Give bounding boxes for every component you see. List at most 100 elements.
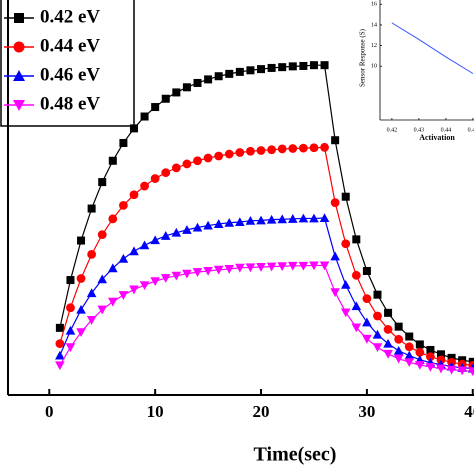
marker bbox=[203, 220, 213, 230]
marker bbox=[87, 249, 97, 259]
marker bbox=[340, 308, 351, 318]
legend-box bbox=[0, 0, 135, 127]
marker bbox=[288, 62, 297, 71]
marker bbox=[55, 323, 64, 332]
x-tick-label: 40 bbox=[464, 402, 474, 421]
marker bbox=[351, 301, 362, 311]
marker bbox=[256, 146, 266, 155]
marker bbox=[213, 219, 224, 228]
marker bbox=[309, 143, 319, 153]
marker bbox=[351, 323, 362, 333]
marker bbox=[467, 367, 474, 377]
marker bbox=[415, 340, 424, 349]
marker bbox=[150, 235, 160, 245]
marker bbox=[373, 290, 382, 299]
marker bbox=[97, 305, 108, 315]
x-axis-label: Activation bbox=[419, 133, 455, 142]
marker bbox=[97, 230, 107, 240]
marker bbox=[192, 268, 203, 277]
marker bbox=[98, 178, 107, 187]
marker bbox=[437, 350, 446, 359]
marker bbox=[213, 265, 224, 275]
x-tick-label: 0.43 bbox=[414, 127, 425, 133]
marker bbox=[235, 217, 245, 226]
legend-label: 0.48 eV bbox=[40, 93, 100, 114]
marker bbox=[65, 343, 76, 353]
marker bbox=[383, 338, 393, 348]
marker bbox=[129, 246, 139, 256]
marker bbox=[340, 279, 351, 289]
marker bbox=[267, 145, 277, 155]
marker bbox=[394, 334, 404, 344]
legend-label: 0.44 eV bbox=[40, 35, 100, 56]
marker bbox=[278, 63, 287, 72]
series-line bbox=[59, 217, 473, 370]
marker bbox=[362, 334, 372, 344]
marker bbox=[76, 328, 86, 337]
marker bbox=[66, 303, 75, 313]
marker bbox=[245, 216, 256, 225]
marker bbox=[245, 263, 256, 273]
marker bbox=[383, 349, 393, 359]
marker bbox=[193, 156, 202, 166]
marker bbox=[446, 365, 457, 375]
legend-label: 0.42 eV bbox=[40, 6, 100, 27]
marker bbox=[193, 78, 202, 87]
marker bbox=[118, 291, 129, 300]
y-axis-label: Sensor Response (S) bbox=[359, 28, 367, 87]
marker bbox=[257, 65, 266, 74]
marker bbox=[203, 266, 213, 276]
marker bbox=[204, 75, 213, 84]
marker bbox=[277, 262, 288, 272]
marker bbox=[224, 149, 234, 159]
marker bbox=[129, 285, 139, 295]
marker bbox=[66, 276, 75, 285]
y-tick-label: 10 bbox=[371, 64, 377, 70]
series-line bbox=[59, 146, 473, 366]
marker bbox=[393, 345, 404, 355]
y-tick-label: 12 bbox=[371, 43, 377, 49]
marker bbox=[14, 13, 24, 23]
marker bbox=[298, 213, 309, 223]
x-tick-label: 10 bbox=[147, 402, 164, 421]
marker bbox=[266, 214, 277, 224]
marker bbox=[341, 192, 350, 201]
marker bbox=[139, 281, 150, 290]
marker bbox=[160, 274, 171, 283]
marker bbox=[256, 263, 266, 272]
marker bbox=[235, 148, 245, 157]
marker bbox=[425, 362, 436, 372]
marker bbox=[192, 222, 203, 232]
x-tick-label: 0.45 bbox=[468, 127, 474, 133]
marker bbox=[266, 262, 277, 272]
marker bbox=[182, 225, 192, 234]
marker bbox=[393, 354, 404, 364]
marker bbox=[267, 63, 276, 72]
marker bbox=[118, 201, 128, 210]
marker bbox=[214, 72, 223, 81]
x-tick-label: 0.42 bbox=[387, 127, 398, 133]
marker bbox=[150, 174, 160, 183]
marker bbox=[119, 138, 128, 147]
marker bbox=[288, 144, 298, 153]
marker bbox=[13, 100, 25, 111]
marker bbox=[246, 146, 255, 156]
marker bbox=[182, 269, 192, 279]
series-line bbox=[391, 22, 474, 74]
x-tick-label: 20 bbox=[253, 402, 270, 421]
marker bbox=[235, 67, 244, 76]
x-tick-label: 0 bbox=[45, 402, 54, 421]
marker bbox=[362, 294, 372, 304]
marker bbox=[298, 261, 309, 271]
marker bbox=[182, 159, 192, 169]
legend-label: 0.46 eV bbox=[40, 64, 100, 85]
marker bbox=[160, 231, 171, 240]
marker bbox=[372, 329, 383, 339]
marker bbox=[415, 347, 425, 357]
marker bbox=[341, 239, 351, 249]
marker bbox=[394, 322, 403, 331]
marker bbox=[235, 263, 245, 273]
marker bbox=[171, 271, 182, 281]
marker bbox=[224, 217, 235, 227]
marker bbox=[13, 70, 25, 81]
